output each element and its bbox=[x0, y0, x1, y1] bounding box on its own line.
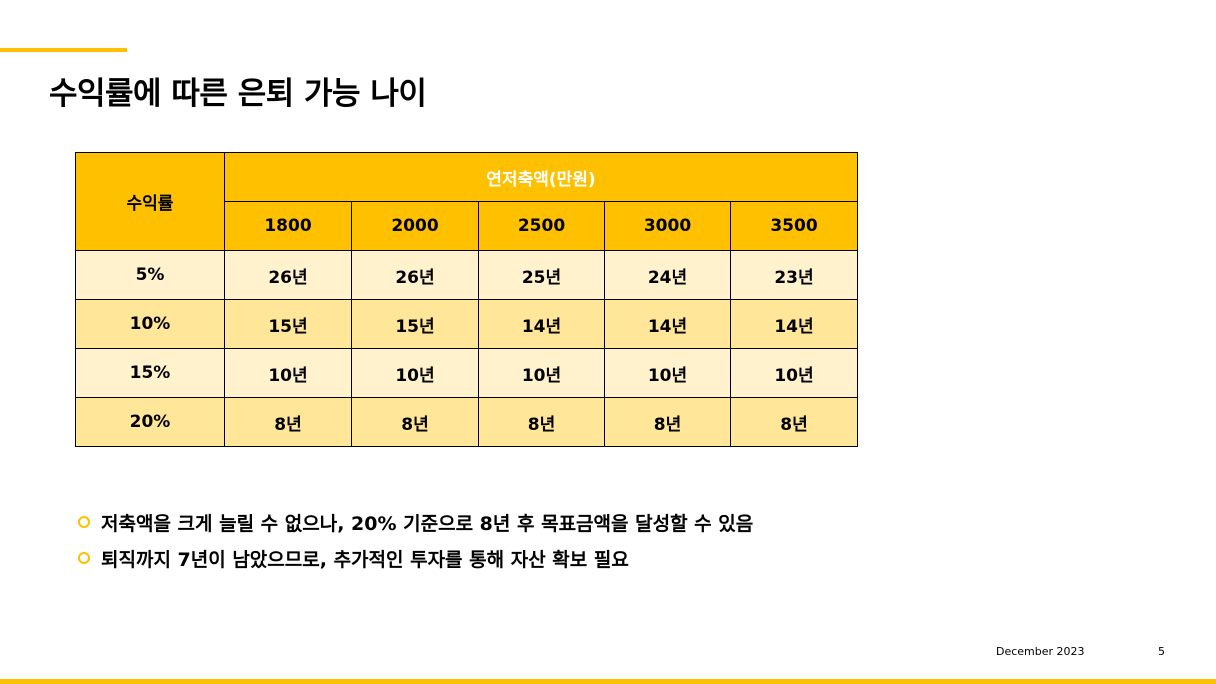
value-cell: 8년 bbox=[351, 397, 479, 447]
value-cell: 10년 bbox=[224, 348, 352, 398]
value-cell: 23년 bbox=[730, 250, 858, 300]
column-header: 1800 bbox=[224, 201, 352, 251]
column-header: 3000 bbox=[604, 201, 731, 251]
column-header: 2000 bbox=[351, 201, 479, 251]
circle-bullet-icon bbox=[78, 516, 90, 528]
value-cell: 10년 bbox=[478, 348, 605, 398]
value-cell: 8년 bbox=[478, 397, 605, 447]
rate-cell: 10% bbox=[75, 299, 225, 349]
table-row: 10% 15년 15년 14년 14년 14년 bbox=[75, 299, 858, 349]
value-cell: 10년 bbox=[730, 348, 858, 398]
value-cell: 26년 bbox=[224, 250, 352, 300]
circle-bullet-icon bbox=[78, 552, 90, 564]
bullet-item: 저축액을 크게 늘릴 수 없으나, 20% 기준으로 8년 후 목표금액을 달성… bbox=[78, 504, 753, 540]
savings-group-header: 연저축액(만원) bbox=[224, 152, 858, 202]
table-row: 20% 8년 8년 8년 8년 8년 bbox=[75, 397, 858, 447]
value-cell: 14년 bbox=[730, 299, 858, 349]
page-number: 5 bbox=[1158, 645, 1165, 658]
table-row: 5% 26년 26년 25년 24년 23년 bbox=[75, 250, 858, 300]
value-cell: 15년 bbox=[351, 299, 479, 349]
rate-cell: 20% bbox=[75, 397, 225, 447]
value-cell: 8년 bbox=[224, 397, 352, 447]
bullet-text: 저축액을 크게 늘릴 수 없으나, 20% 기준으로 8년 후 목표금액을 달성… bbox=[101, 512, 754, 535]
rate-header: 수익률 bbox=[75, 152, 225, 251]
value-cell: 15년 bbox=[224, 299, 352, 349]
value-cell: 25년 bbox=[478, 250, 605, 300]
bottom-accent-bar bbox=[0, 679, 1216, 684]
retirement-age-table: 수익률 연저축액(만원) 1800 2000 2500 3000 3500 5%… bbox=[75, 152, 858, 447]
footer-date: December 2023 bbox=[996, 645, 1085, 658]
bullet-text: 퇴직까지 7년이 남았으므로, 추가적인 투자를 통해 자산 확보 필요 bbox=[101, 548, 629, 571]
slide-title: 수익률에 따른 은퇴 가능 나이 bbox=[49, 76, 427, 112]
value-cell: 10년 bbox=[351, 348, 479, 398]
value-cell: 10년 bbox=[604, 348, 731, 398]
rate-cell: 15% bbox=[75, 348, 225, 398]
value-cell: 14년 bbox=[604, 299, 731, 349]
value-cell: 8년 bbox=[730, 397, 858, 447]
bullet-list: 저축액을 크게 늘릴 수 없으나, 20% 기준으로 8년 후 목표금액을 달성… bbox=[78, 504, 753, 576]
top-accent-bar bbox=[0, 48, 127, 52]
column-header: 2500 bbox=[478, 201, 605, 251]
value-cell: 26년 bbox=[351, 250, 479, 300]
column-header: 3500 bbox=[730, 201, 858, 251]
value-cell: 8년 bbox=[604, 397, 731, 447]
value-cell: 24년 bbox=[604, 250, 731, 300]
rate-cell: 5% bbox=[75, 250, 225, 300]
value-cell: 14년 bbox=[478, 299, 605, 349]
bullet-item: 퇴직까지 7년이 남았으므로, 추가적인 투자를 통해 자산 확보 필요 bbox=[78, 540, 753, 576]
table-row: 15% 10년 10년 10년 10년 10년 bbox=[75, 348, 858, 398]
